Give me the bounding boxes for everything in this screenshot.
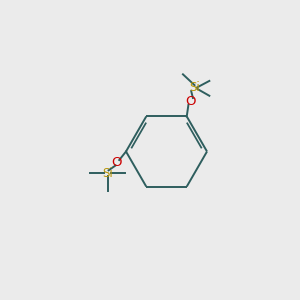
Text: Si: Si: [189, 81, 200, 94]
Text: Si: Si: [102, 167, 113, 180]
Text: O: O: [112, 156, 122, 169]
Text: O: O: [186, 95, 196, 108]
